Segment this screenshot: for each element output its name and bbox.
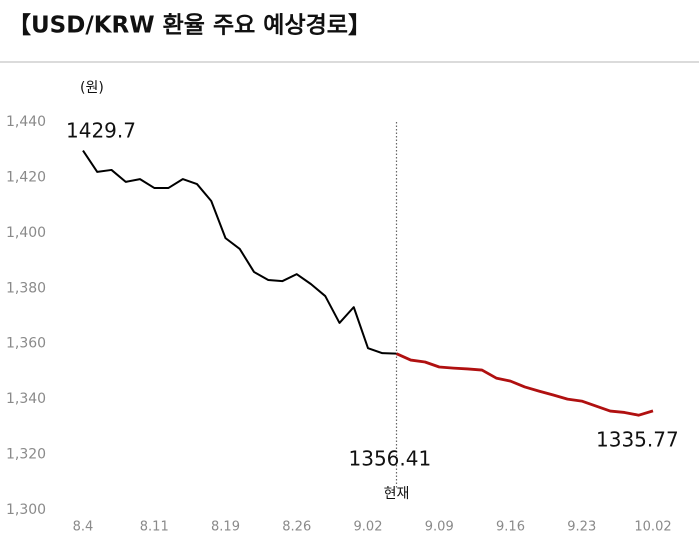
now-label: 현재 [384,486,410,502]
y-tick-label: 1,360 [6,336,46,352]
x-tick-label: 9.16 [496,520,525,535]
x-tick-label: 10.02 [634,520,671,535]
chart-title: 【USD/KRW 환율 주요 예상경로】 [8,13,371,39]
y-tick-label: 1,400 [6,225,46,241]
x-tick-label: 9.23 [567,520,596,535]
y-axis-label: (원) [80,80,104,96]
x-tick-label: 9.02 [354,520,383,535]
y-tick-label: 1,300 [6,502,46,518]
y-tick-label: 1,340 [6,391,46,407]
line-series [82,149,397,355]
y-tick-label: 1,440 [6,114,46,130]
y-tick-label: 1,420 [6,169,46,185]
data-label: 1356.41 [349,447,432,471]
x-tick-label: 8.26 [282,520,311,535]
data-label: 1335.77 [596,428,679,452]
y-tick-label: 1,380 [6,280,46,296]
data-label: 1429.7 [66,119,136,143]
x-tick-label: 8.19 [211,520,240,535]
x-tick-label: 9.09 [425,520,454,535]
x-tick-label: 8.4 [73,520,94,535]
y-tick-label: 1,320 [6,447,46,463]
line-series [395,352,654,417]
x-tick-label: 8.11 [140,520,169,535]
